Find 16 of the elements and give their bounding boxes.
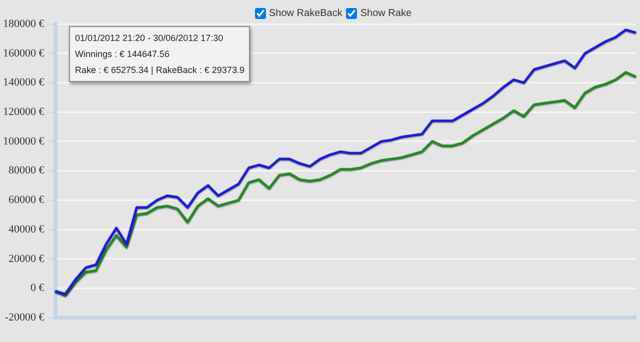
y-tick-label: 20000 € (8, 252, 45, 265)
text: Show Rake (360, 8, 412, 19)
y-tick-label: 140000 € (3, 76, 45, 89)
y-tick-label: 100000 € (3, 135, 45, 148)
y-tick-label: 180000 € (3, 18, 45, 30)
y-tick-label: -20000 € (4, 311, 45, 324)
y-tick-label: 60000 € (8, 194, 45, 206)
annotation: 01/01/2012 21:20 - 30/06/2012 17:30 (75, 32, 224, 45)
y-tick-label: 120000 € (3, 106, 45, 118)
y-tick-label: 80000 € (8, 164, 45, 177)
annotation: Rake : € 65275.34 | RakeBack : € 29373.9 (75, 64, 244, 77)
y-tick-label: 0 € (30, 282, 45, 294)
annotation: Winnings : € 144647.56 (75, 48, 171, 61)
y-tick-label: 40000 € (8, 223, 45, 236)
text: Show RakeBack (269, 8, 342, 19)
y-tick-label: 160000 € (3, 47, 45, 60)
